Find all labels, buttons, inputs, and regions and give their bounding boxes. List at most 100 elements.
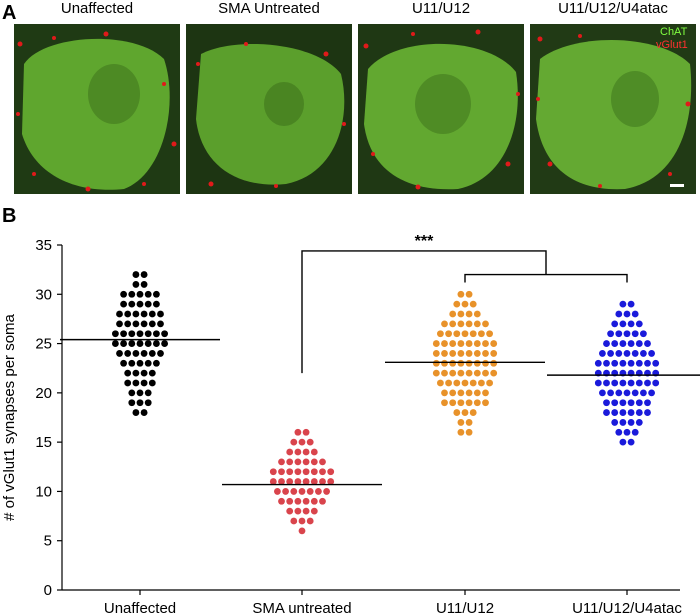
data-point: [140, 320, 148, 328]
data-point: [302, 458, 310, 466]
data-point: [449, 369, 457, 377]
dot-plot: 0 5 10 15 20 25 30 35 # of vGlut1 synapses per …: [1, 233, 700, 614]
data-point: [441, 389, 448, 397]
data-point: [306, 438, 314, 446]
panel-label-a: A: [2, 2, 17, 24]
data-point: [132, 271, 140, 278]
data-point: [323, 488, 330, 495]
data-point: [306, 488, 314, 495]
data-point: [473, 369, 481, 377]
data-point: [644, 379, 651, 387]
data-point: [486, 330, 493, 338]
data-point: [627, 409, 635, 416]
data-point: [124, 320, 132, 328]
data-point: [286, 458, 294, 466]
data-point: [599, 350, 606, 357]
data-point: [635, 419, 643, 426]
data-point: [157, 320, 164, 328]
data-point: [627, 379, 635, 387]
data-point: [635, 379, 643, 387]
data-point: [465, 320, 473, 328]
data-point: [607, 330, 614, 338]
data-point: [140, 281, 148, 288]
data-point: [441, 399, 448, 407]
data-point: [278, 458, 285, 466]
data-point: [290, 438, 298, 446]
data-point: [432, 369, 440, 377]
data-point: [478, 330, 485, 338]
data-point: [441, 359, 448, 367]
data-point: [278, 468, 285, 476]
data-point: [128, 290, 136, 298]
data-point: [594, 359, 602, 367]
data-point: [294, 428, 302, 436]
data-point: [132, 369, 140, 377]
data-point: [144, 389, 152, 397]
data-point: [623, 428, 631, 436]
data-point: [615, 350, 623, 357]
data-point: [144, 359, 152, 367]
data-point: [441, 320, 448, 328]
data-point: [603, 399, 610, 407]
mean-lines: [60, 338, 700, 486]
data-point: [627, 438, 635, 446]
data-point: [490, 350, 498, 357]
data-point: [437, 330, 444, 338]
data-point: [286, 497, 294, 505]
data-point: [148, 350, 156, 357]
data-point: [490, 359, 498, 367]
data-point: [594, 379, 602, 387]
data-point: [465, 290, 473, 298]
data-point: [128, 399, 136, 407]
data-point: [310, 478, 318, 485]
data-point: [486, 379, 493, 387]
data-point: [619, 379, 627, 387]
data-point: [128, 330, 136, 338]
data-point: [153, 290, 160, 298]
data-point: [128, 340, 136, 347]
data-point: [290, 488, 298, 495]
data-point: [286, 507, 294, 515]
data-point: [290, 517, 298, 525]
data-point: [461, 409, 469, 416]
data-point: [469, 300, 477, 308]
data-point: [457, 399, 465, 407]
data-point: [615, 330, 623, 338]
data-point: [120, 290, 127, 298]
data-point: [136, 330, 144, 338]
y-tick-label: 0: [44, 582, 52, 599]
plot-axes: [61, 245, 680, 591]
data-point: [449, 350, 457, 357]
data-point: [286, 468, 294, 476]
x-tick-label: Unaffected: [104, 600, 176, 614]
data-point: [469, 409, 477, 416]
data-point: [144, 290, 152, 298]
data-point: [473, 359, 481, 367]
data-point: [298, 517, 306, 525]
data-point: [635, 359, 643, 367]
data-point: [449, 310, 457, 318]
data-point: [153, 340, 160, 347]
data-point: [306, 517, 314, 525]
y-tick-label: 5: [44, 533, 52, 550]
data-point: [461, 330, 469, 338]
data-point: [619, 320, 627, 328]
data-point: [302, 478, 310, 485]
significance-brackets: [301, 250, 628, 374]
legend-vglut1: vGlut1: [656, 39, 688, 51]
x-tick-label: U11/U12/U4atac: [572, 600, 682, 614]
data-point: [623, 389, 631, 397]
data-point: [619, 359, 627, 367]
data-point: [473, 350, 481, 357]
data-point: [274, 488, 281, 495]
data-point: [619, 340, 627, 347]
data-point: [607, 350, 614, 357]
data-point: [432, 350, 440, 357]
data-point: [157, 310, 164, 318]
data-point: [465, 419, 473, 426]
data-point: [278, 497, 285, 505]
data-point: [298, 527, 306, 535]
data-point: [627, 419, 635, 426]
data-point: [327, 468, 335, 476]
data-point: [457, 320, 465, 328]
